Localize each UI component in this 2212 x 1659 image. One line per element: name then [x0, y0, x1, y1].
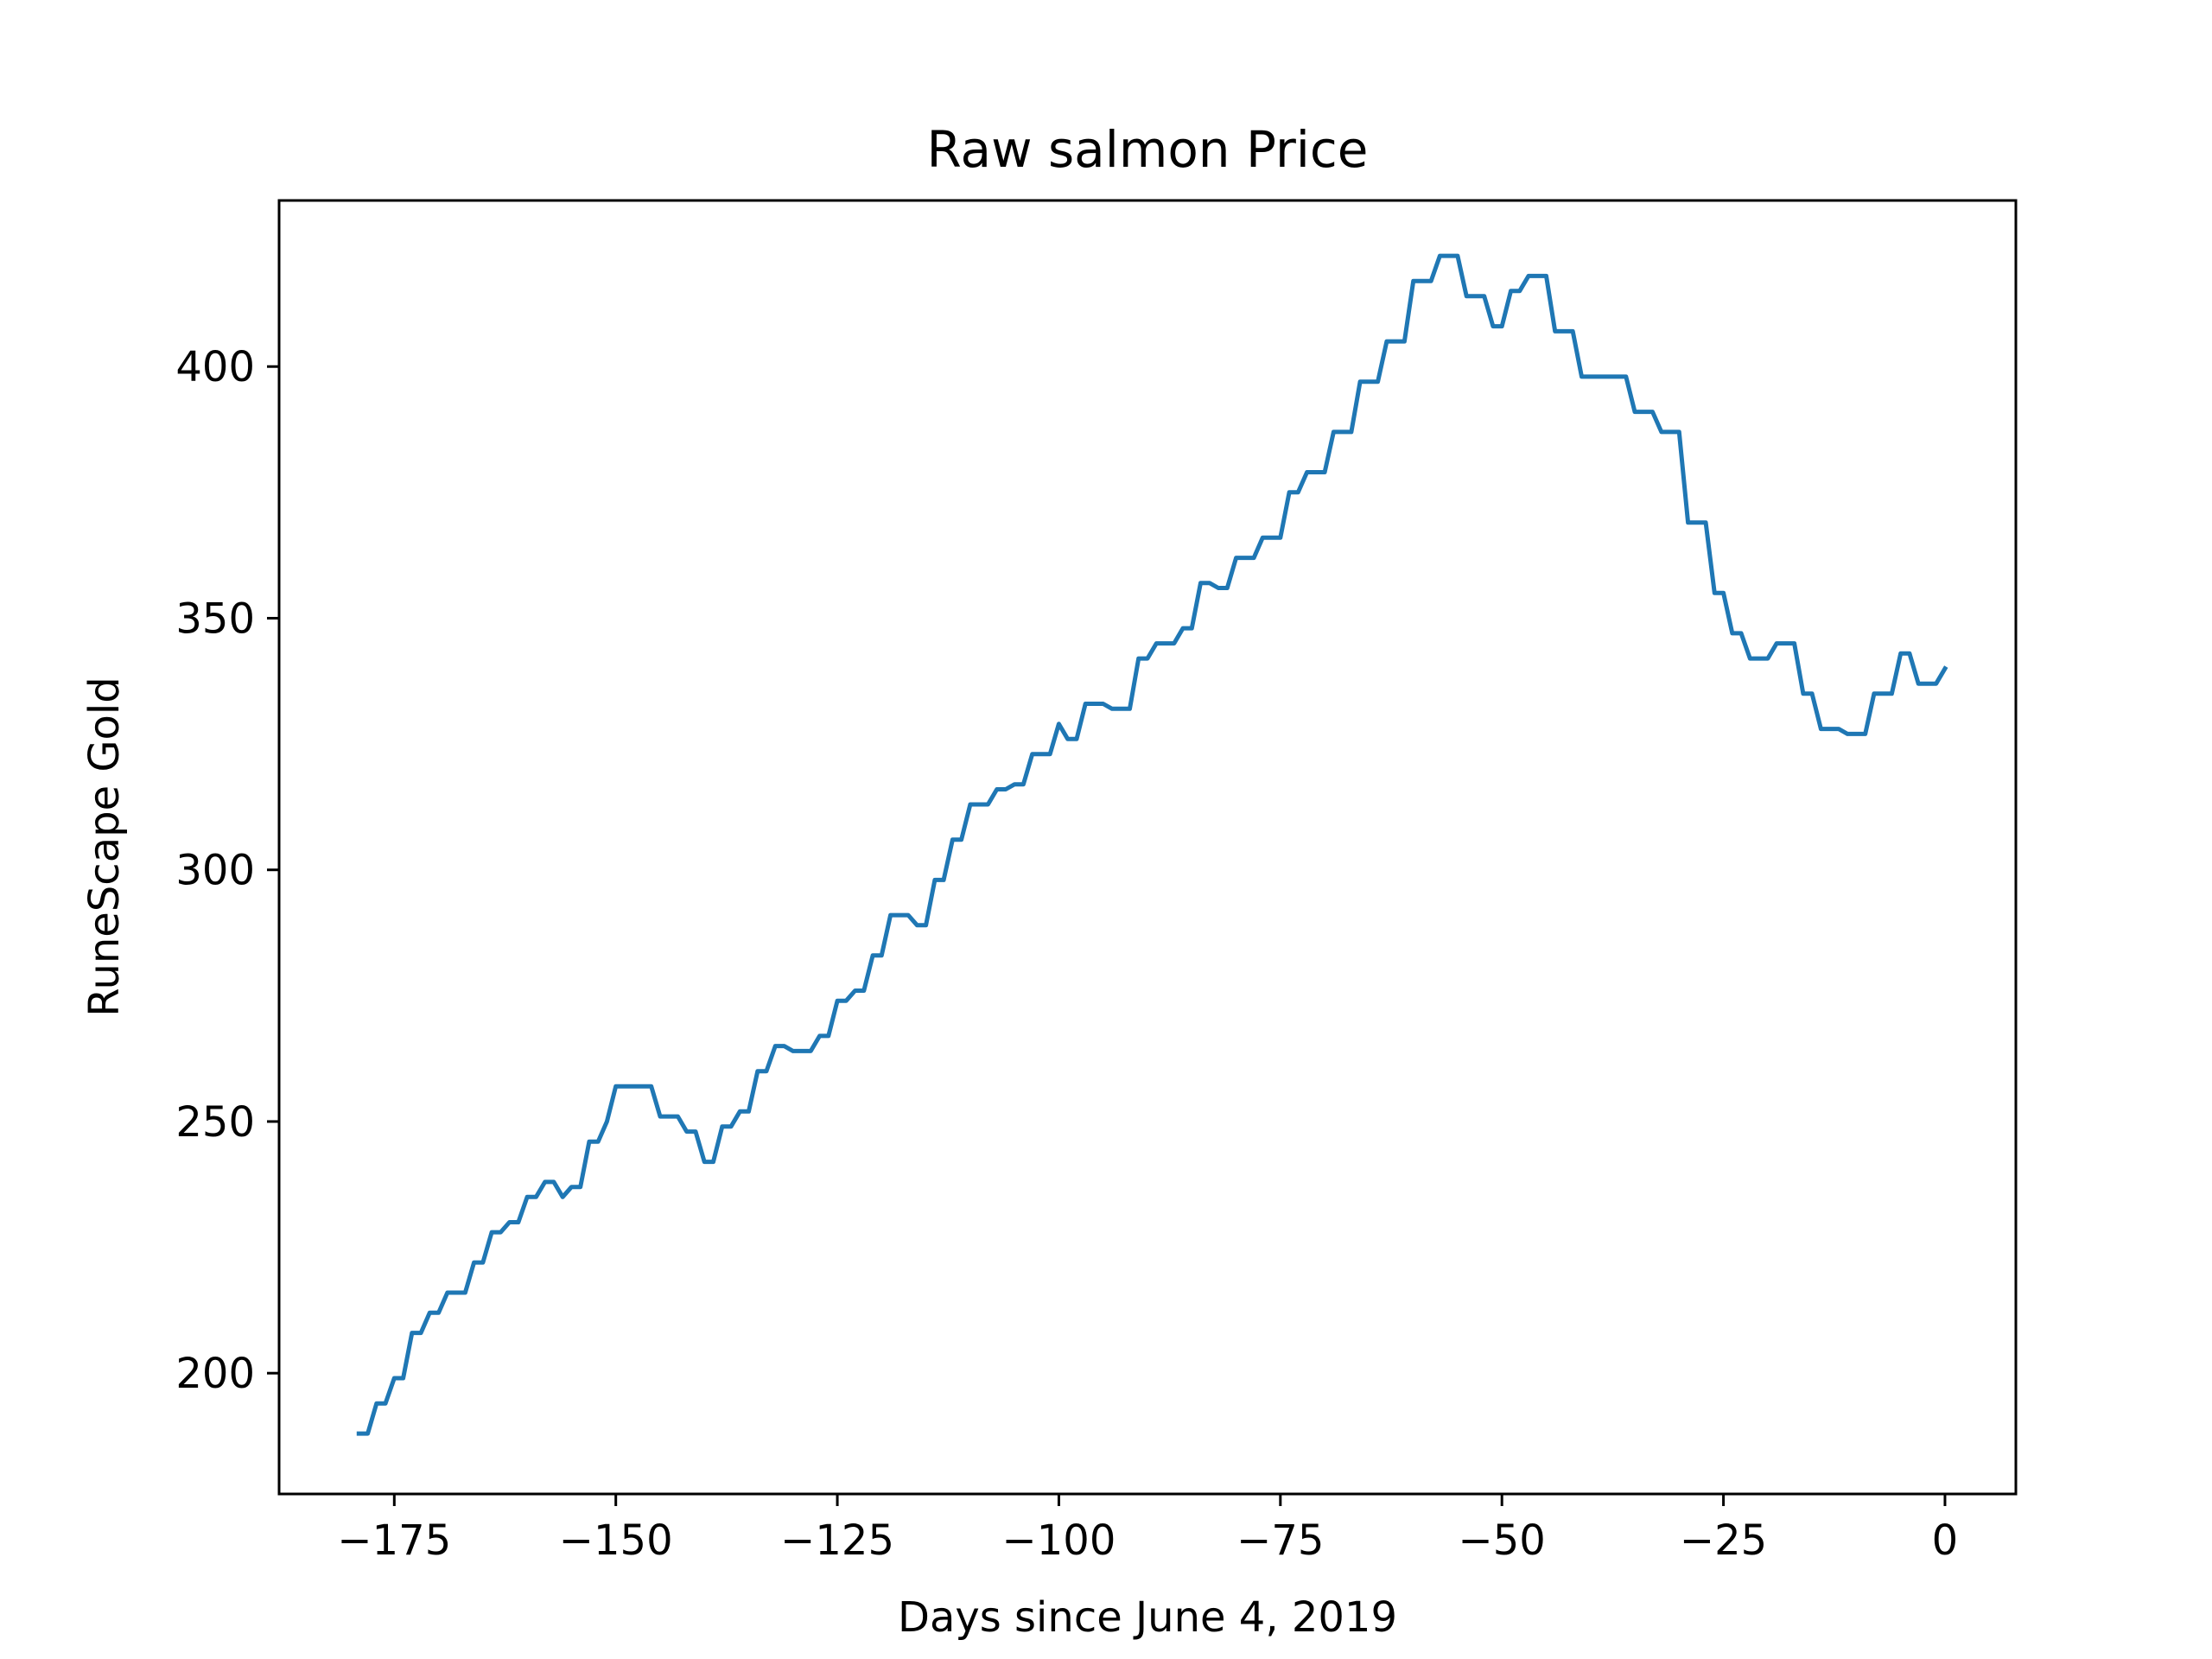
x-tick-label: −75 [1236, 1516, 1324, 1565]
y-tick-label: 200 [175, 1350, 255, 1398]
y-tick-label: 400 [175, 343, 255, 391]
x-tick-label: −50 [1459, 1516, 1546, 1565]
chart-title: Raw salmon Price [927, 120, 1369, 179]
x-tick-label: −150 [559, 1516, 673, 1565]
plot-area [356, 253, 1948, 1436]
x-axis: −175 −150 −125 −100 −75 −50 −25 0 [337, 1494, 1958, 1565]
x-tick-label: 0 [1932, 1516, 1959, 1565]
x-tick-label: −175 [337, 1516, 451, 1565]
y-axis: 200 250 300 350 400 [175, 343, 279, 1398]
y-tick-label: 300 [175, 847, 255, 895]
x-axis-label: Days since June 4, 2019 [898, 1593, 1397, 1642]
x-tick-label: −125 [780, 1516, 894, 1565]
x-tick-label: −25 [1680, 1516, 1767, 1565]
axes-frame [277, 199, 2018, 1496]
y-tick-label: 350 [175, 594, 255, 643]
y-tick-label: 250 [175, 1098, 255, 1147]
x-tick-label: −100 [1002, 1516, 1116, 1565]
price-series-line [356, 253, 1948, 1436]
y-axis-label: RuneScape Gold [80, 677, 129, 1016]
